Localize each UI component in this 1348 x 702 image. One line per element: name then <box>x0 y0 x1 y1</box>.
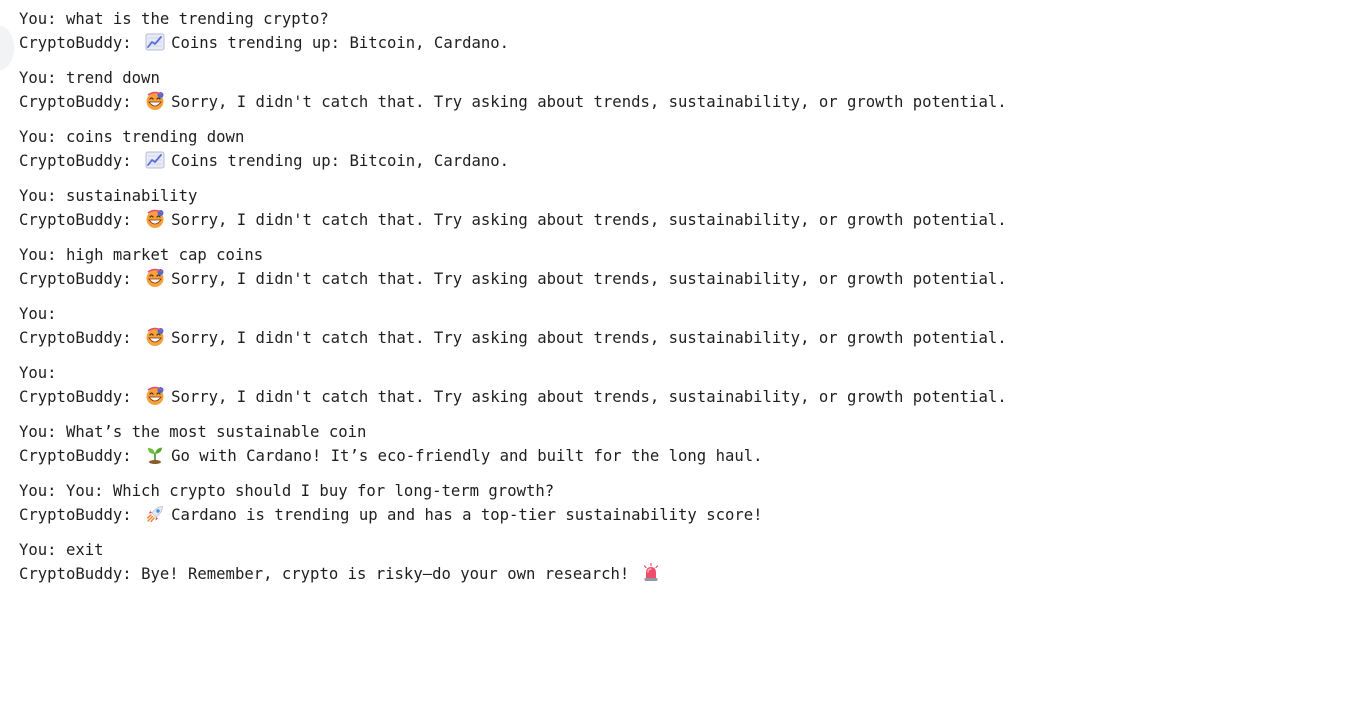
bot-name-label: CryptoBuddy: <box>19 33 132 52</box>
user-prompt-label: You: <box>19 187 57 205</box>
bot-reply-text: Sorry, I didn't catch that. Try asking a… <box>171 210 1007 229</box>
bot-name-label: CryptoBuddy: <box>19 92 132 111</box>
user-message-line: You: <box>19 362 1348 386</box>
bot-name-label: CryptoBuddy: <box>19 210 132 229</box>
chart-increasing-icon <box>145 32 165 52</box>
bot-reply-line: CryptoBuddy: Go with Cardano! It’s eco-f… <box>19 445 1348 469</box>
bot-reply-text: Coins trending up: Bitcoin, Cardano. <box>171 151 510 170</box>
user-message-line: You: <box>19 303 1348 327</box>
seedling-icon <box>145 445 165 465</box>
chat-exchange: You: what is the trending crypto? CryptoB… <box>19 8 1348 55</box>
user-prompt-label: You: <box>19 364 57 382</box>
chat-exchange: You: You: Which crypto should I buy for … <box>19 480 1348 527</box>
user-message-text: exit <box>65 541 104 559</box>
bot-reply-line: CryptoBuddy: Sorry, I didn't catch that.… <box>19 91 1348 115</box>
user-message-line: You: trend down <box>19 67 1348 91</box>
user-prompt-label: You: <box>19 246 57 264</box>
user-message-text: coins trending down <box>65 128 245 146</box>
bot-name-label: CryptoBuddy: <box>19 446 132 465</box>
bot-reply-line: CryptoBuddy: Sorry, I didn't catch that.… <box>19 268 1348 292</box>
user-message-text: high market cap coins <box>65 246 264 264</box>
chat-exchange: You: CryptoBuddy: Sorry, I didn't catch … <box>19 303 1348 350</box>
user-message-line: You: You: Which crypto should I buy for … <box>19 480 1348 504</box>
bot-reply-text: Cardano is trending up and has a top-tie… <box>171 505 763 524</box>
user-prompt-label: You: <box>19 482 57 500</box>
user-message-text: sustainability <box>65 187 198 205</box>
bot-reply-text: Coins trending up: Bitcoin, Cardano. <box>171 33 510 52</box>
bot-reply-text: Sorry, I didn't catch that. Try asking a… <box>171 387 1007 406</box>
user-message-line: You: exit <box>19 539 1348 563</box>
chat-exchange-final: You: exit CryptoBuddy: Bye! Remember, cry… <box>19 539 1348 586</box>
scroll-indicator[interactable] <box>0 26 14 70</box>
user-message-line: You: coins trending down <box>19 126 1348 150</box>
bot-reply-line: CryptoBuddy: Cardano is trending up and … <box>19 504 1348 528</box>
bot-reply-text: Sorry, I didn't catch that. Try asking a… <box>171 269 1007 288</box>
chat-exchange: You: sustainability CryptoBuddy: Sorry, I… <box>19 185 1348 232</box>
user-message-text: You: Which crypto should I buy for long-… <box>65 482 555 500</box>
bot-reply-line: CryptoBuddy: Sorry, I didn't catch that.… <box>19 327 1348 351</box>
chat-exchange: You: high market cap coins CryptoBuddy: S… <box>19 244 1348 291</box>
user-prompt-label: You: <box>19 69 57 87</box>
bot-reply-text: Go with Cardano! It’s eco-friendly and b… <box>171 446 763 465</box>
bot-name-label: CryptoBuddy: <box>19 505 132 524</box>
rocket-icon <box>145 504 165 524</box>
grinning-face-icon <box>145 209 165 229</box>
bot-reply-line: CryptoBuddy: Sorry, I didn't catch that.… <box>19 386 1348 410</box>
bot-reply-line: CryptoBuddy: Sorry, I didn't catch that.… <box>19 209 1348 233</box>
police-light-icon <box>641 562 661 583</box>
bot-reply-line: CryptoBuddy: Coins trending up: Bitcoin,… <box>19 150 1348 174</box>
bot-reply-text: Bye! Remember, crypto is risky—do your o… <box>141 564 630 583</box>
chart-increasing-icon <box>145 150 165 170</box>
chat-exchange: You: coins trending down CryptoBuddy: Coi… <box>19 126 1348 173</box>
bot-name-label: CryptoBuddy: <box>19 151 132 170</box>
chat-log: You: what is the trending crypto? CryptoB… <box>19 8 1348 586</box>
user-message-text: What’s the most sustainable coin <box>65 423 367 441</box>
bot-name-label: CryptoBuddy: <box>19 387 132 406</box>
user-prompt-label: You: <box>19 305 57 323</box>
user-prompt-label: You: <box>19 128 57 146</box>
bot-reply-line: CryptoBuddy: Coins trending up: Bitcoin,… <box>19 32 1348 56</box>
bot-name-label: CryptoBuddy: <box>19 269 132 288</box>
bot-name-label: CryptoBuddy: <box>19 564 132 583</box>
user-message-line: You: sustainability <box>19 185 1348 209</box>
user-message-line: You: high market cap coins <box>19 244 1348 268</box>
user-prompt-label: You: <box>19 423 57 441</box>
grinning-face-icon <box>145 91 165 111</box>
user-message-line: You: What’s the most sustainable coin <box>19 421 1348 445</box>
chat-exchange: You: What’s the most sustainable coin Cry… <box>19 421 1348 468</box>
user-prompt-label: You: <box>19 10 57 28</box>
chat-exchange: You: CryptoBuddy: Sorry, I didn't catch … <box>19 362 1348 409</box>
bot-name-label: CryptoBuddy: <box>19 328 132 347</box>
bot-reply-text: Sorry, I didn't catch that. Try asking a… <box>171 92 1007 111</box>
grinning-face-icon <box>145 386 165 406</box>
grinning-face-icon <box>145 327 165 347</box>
user-message-line: You: what is the trending crypto? <box>19 8 1348 32</box>
bot-reply-line: CryptoBuddy: Bye! Remember, crypto is ri… <box>19 562 1348 587</box>
user-message-text: what is the trending crypto? <box>65 10 329 28</box>
bot-reply-text: Sorry, I didn't catch that. Try asking a… <box>171 328 1007 347</box>
grinning-face-icon <box>145 268 165 288</box>
user-message-text: trend down <box>65 69 160 87</box>
user-prompt-label: You: <box>19 541 57 559</box>
chat-exchange: You: trend down CryptoBuddy: Sorry, I did… <box>19 67 1348 114</box>
